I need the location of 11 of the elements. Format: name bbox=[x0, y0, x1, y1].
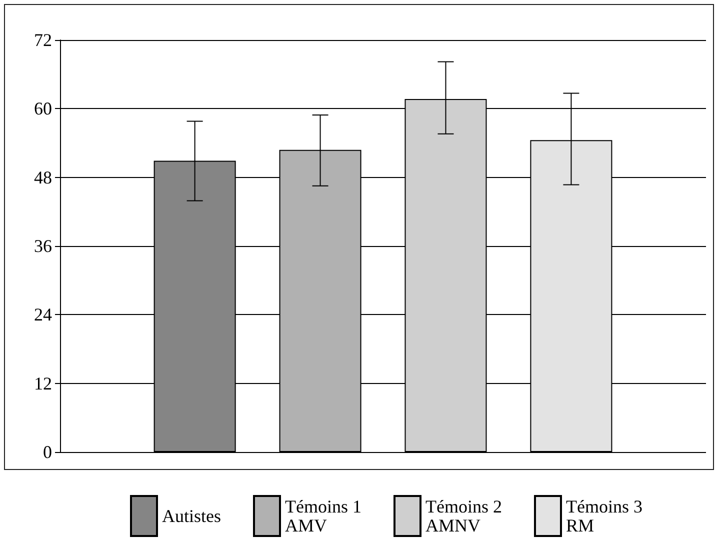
y-tick-label: 60 bbox=[34, 98, 52, 119]
y-tick-label: 48 bbox=[34, 167, 52, 188]
legend-label: Témoins 2 AMNV bbox=[425, 496, 502, 536]
y-tick-label: 12 bbox=[34, 373, 52, 394]
legend-label: Témoins 1 AMV bbox=[285, 496, 362, 536]
y-tick-label: 36 bbox=[34, 236, 52, 256]
legend-label: Autistes bbox=[162, 506, 222, 526]
y-tick-label: 0 bbox=[43, 442, 52, 462]
y-tick-label: 72 bbox=[34, 30, 52, 50]
legend-label: Témoins 3 RM bbox=[566, 496, 642, 536]
y-tick-label: 24 bbox=[34, 304, 52, 325]
